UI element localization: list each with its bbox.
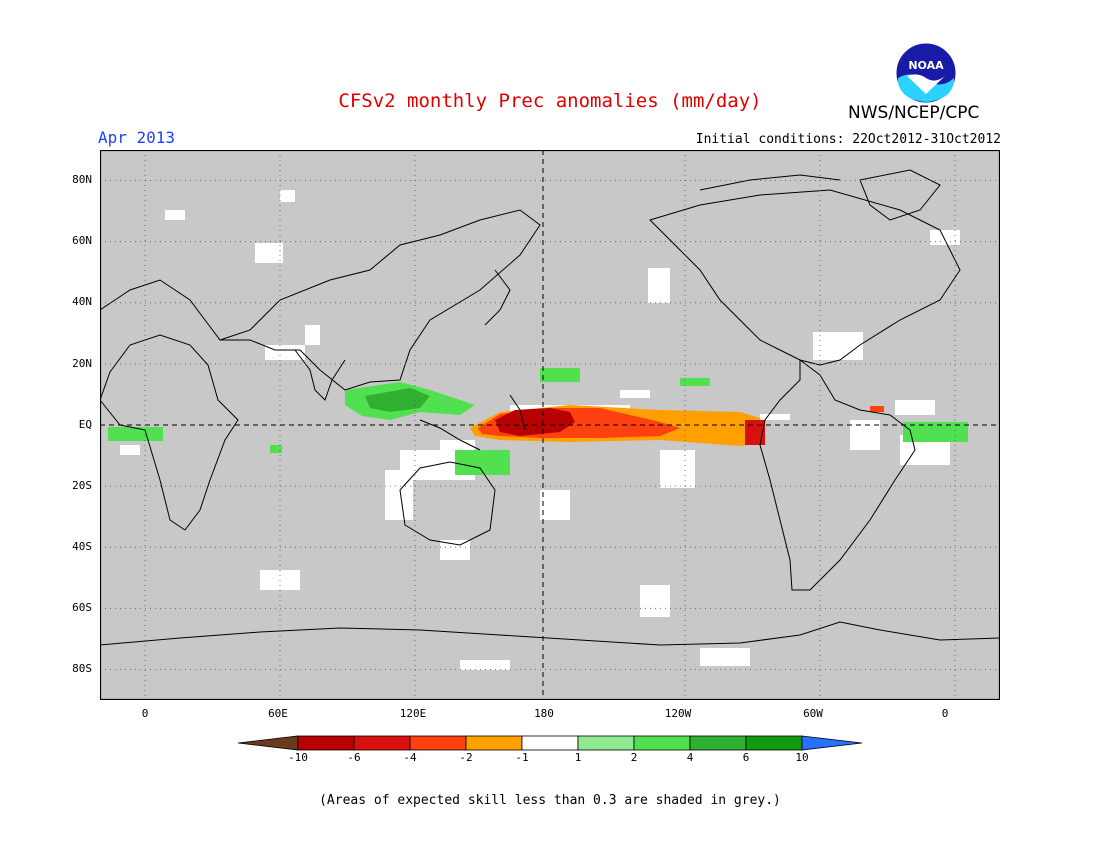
strong-wet-anomaly-patches — [365, 388, 430, 412]
colorbar-label: -6 — [347, 751, 361, 764]
lat-label-60n: 60N — [72, 234, 92, 247]
precip-anomaly-map — [100, 150, 1000, 700]
colorbar-swatches — [238, 735, 863, 751]
lat-label-80n: 80N — [72, 173, 92, 186]
colorbar-label: -1 — [515, 751, 529, 764]
colorbar-label: 4 — [686, 751, 694, 764]
colorbar-swatch — [353, 735, 411, 751]
lat-label-eq: EQ — [78, 418, 92, 431]
colorbar-swatch — [521, 735, 579, 751]
lat-label-60s: 60S — [72, 601, 92, 614]
lon-label-60w: 60W — [803, 707, 823, 720]
colorbar-swatch — [577, 735, 635, 751]
colorbar-swatch-min — [238, 735, 299, 751]
map-frame — [100, 150, 1000, 700]
lat-label-20s: 20S — [72, 479, 92, 492]
lat-label-80s: 80S — [72, 662, 92, 675]
colorbar-swatch — [745, 735, 803, 751]
lon-label-0-right: 0 — [941, 707, 949, 720]
lat-label-40n: 40N — [72, 295, 92, 308]
colorbar-swatch — [409, 735, 467, 751]
colorbar-label: -4 — [403, 751, 417, 764]
lat-label-40s: 40S — [72, 540, 92, 553]
equator-dateline — [100, 150, 1000, 700]
lat-label-20n: 20N — [72, 357, 92, 370]
chart-title: CFSv2 monthly Prec anomalies (mm/day) — [338, 90, 762, 112]
colorbar — [238, 735, 863, 751]
lon-label-60e: 60E — [268, 707, 288, 720]
lon-label-0: 0 — [141, 707, 149, 720]
lon-label-120e: 120E — [399, 707, 427, 720]
colorbar-swatch — [689, 735, 747, 751]
colorbar-label: -2 — [459, 751, 473, 764]
colorbar-label: 1 — [574, 751, 582, 764]
colorbar-label: -10 — [288, 751, 308, 764]
noaa-logo-text: NOAA — [908, 59, 944, 72]
colorbar-swatch-max — [801, 735, 863, 751]
lon-label-180: 180 — [534, 707, 554, 720]
lon-label-120w: 120W — [664, 707, 692, 720]
noaa-logo: NOAA — [895, 42, 957, 104]
coastlines — [100, 169, 1000, 646]
colorbar-swatch — [465, 735, 523, 751]
agency-label: NWS/NCEP/CPC — [848, 103, 980, 123]
skill-note: (Areas of expected skill less than 0.3 a… — [319, 793, 781, 808]
colorbar-label: 6 — [742, 751, 750, 764]
colorbar-swatch — [297, 735, 355, 751]
colorbar-label: 10 — [795, 751, 809, 764]
colorbar-swatch — [633, 735, 691, 751]
valid-month: Apr 2013 — [98, 128, 176, 147]
initial-conditions: Initial conditions: 22Oct2012-31Oct2012 — [695, 132, 1001, 147]
colorbar-label: 2 — [630, 751, 638, 764]
